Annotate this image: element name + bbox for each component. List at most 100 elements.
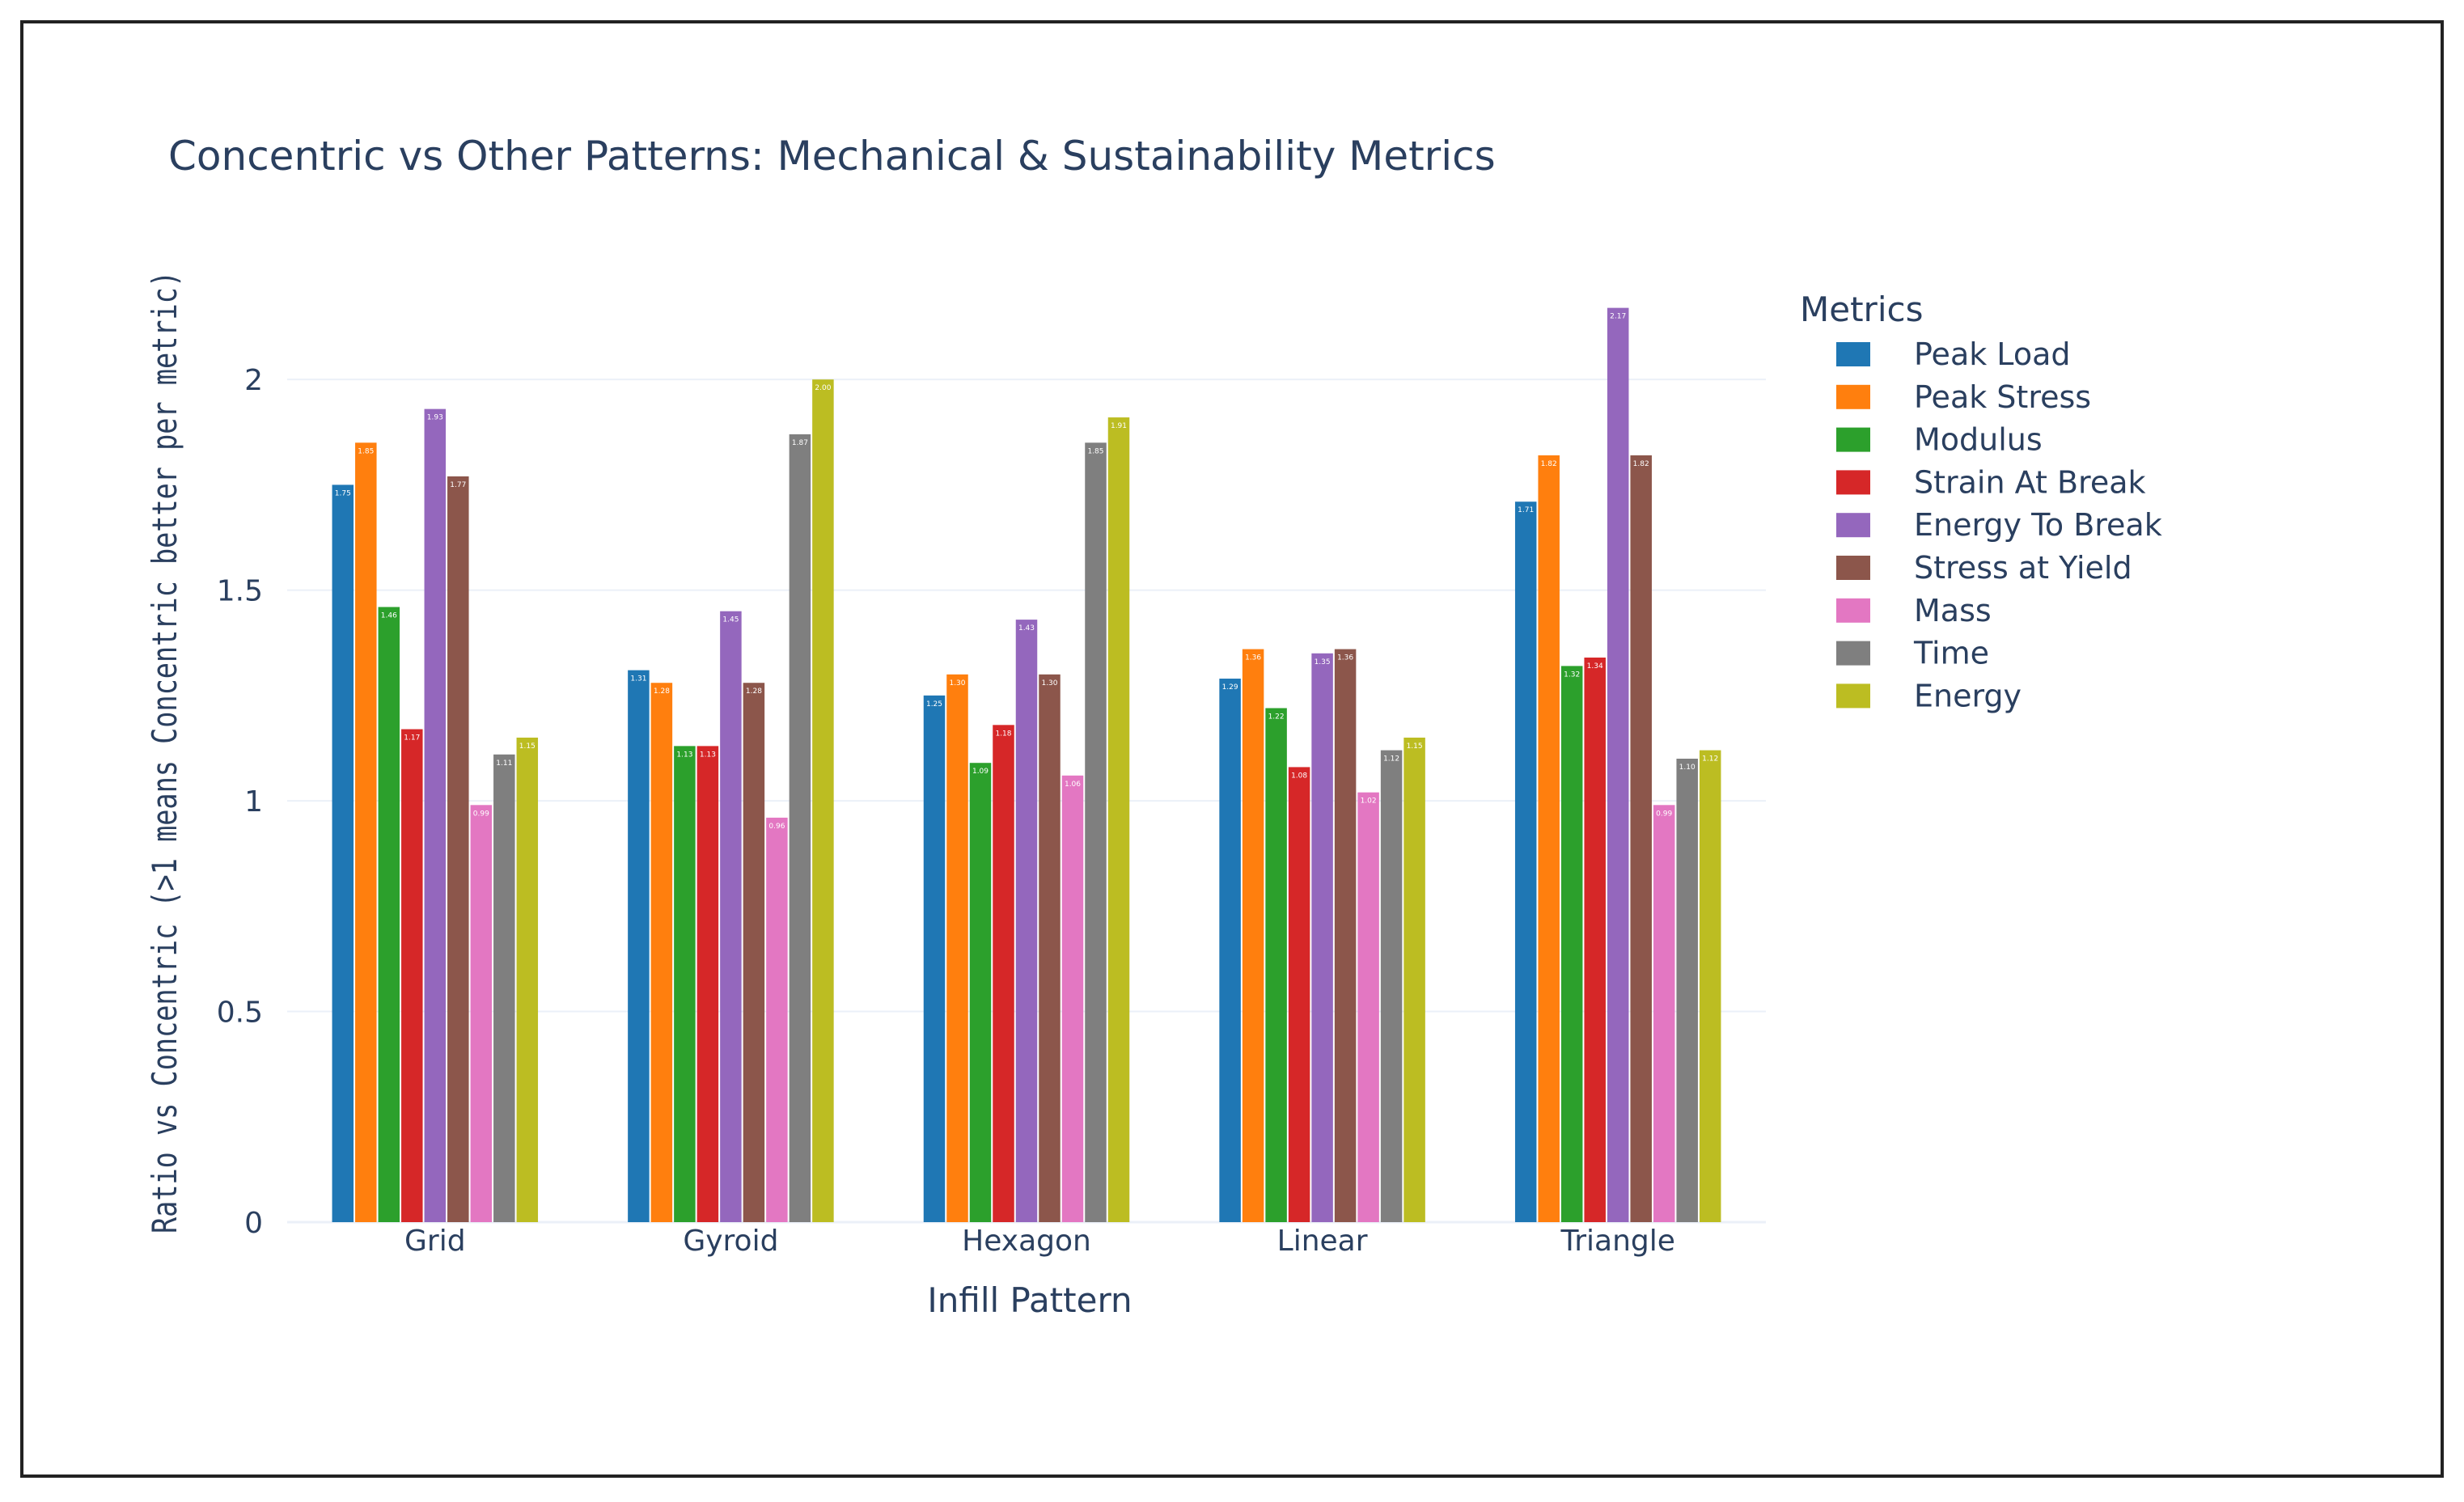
bar-value-label: 1.15	[519, 743, 536, 751]
bar[interactable]	[1265, 708, 1287, 1222]
x-axis-title: Infill Pattern	[927, 1280, 1132, 1320]
legend-title: Metrics	[1800, 290, 1923, 329]
y-tick-label: 2	[244, 364, 263, 397]
bar[interactable]	[1039, 674, 1061, 1222]
bar[interactable]	[493, 754, 515, 1222]
bar-value-label: 1.34	[1587, 662, 1603, 671]
y-tick-label: 1	[244, 785, 263, 819]
bar[interactable]	[1219, 679, 1241, 1222]
bar[interactable]	[993, 725, 1014, 1222]
bar-value-label: 0.99	[1656, 810, 1672, 818]
y-tick-label: 1.5	[217, 575, 263, 608]
bar-value-label: 1.71	[1518, 506, 1534, 514]
bar[interactable]	[1015, 620, 1038, 1222]
bar[interactable]	[1288, 767, 1310, 1222]
legend-swatch[interactable]	[1836, 598, 1870, 623]
bar[interactable]	[1560, 666, 1583, 1222]
bar[interactable]	[378, 607, 400, 1222]
bar-value-label: 2.00	[815, 384, 831, 392]
legend-label[interactable]: Stress at Yield	[1914, 550, 2132, 586]
bar[interactable]	[355, 442, 377, 1222]
bar[interactable]	[1334, 649, 1357, 1222]
x-tick-label: Linear	[1277, 1225, 1368, 1258]
bar[interactable]	[332, 484, 354, 1222]
bar-value-label: 1.85	[1087, 447, 1103, 455]
legend-swatch[interactable]	[1836, 384, 1870, 409]
legend-swatch[interactable]	[1836, 427, 1870, 452]
legend-label[interactable]: Energy	[1914, 678, 2022, 713]
y-tick-label: 0.5	[217, 996, 263, 1030]
bar-value-label: 1.30	[949, 679, 965, 688]
legend-label[interactable]: Time	[1913, 636, 1989, 671]
bar-value-label: 1.02	[1361, 798, 1377, 806]
bar[interactable]	[812, 379, 834, 1222]
legend-swatch[interactable]	[1836, 641, 1870, 666]
legend-label[interactable]: Strain At Break	[1914, 464, 2145, 500]
legend-swatch[interactable]	[1836, 342, 1870, 366]
legend-label[interactable]: Peak Stress	[1914, 379, 2091, 415]
bar[interactable]	[1085, 442, 1107, 1222]
bar[interactable]	[1584, 657, 1606, 1222]
bar-value-label: 1.22	[1268, 713, 1285, 721]
bar[interactable]	[1380, 750, 1403, 1222]
bar[interactable]	[401, 729, 423, 1222]
bar[interactable]	[628, 670, 650, 1222]
bar[interactable]	[1357, 792, 1379, 1222]
bar[interactable]	[946, 674, 968, 1222]
bar[interactable]	[1676, 759, 1698, 1222]
bar[interactable]	[1699, 750, 1721, 1222]
bar-value-label: 1.75	[335, 489, 351, 497]
y-tick-label: 0	[244, 1207, 263, 1240]
bar[interactable]	[1630, 455, 1652, 1222]
bar[interactable]	[447, 476, 469, 1222]
bar-value-label: 1.36	[1337, 654, 1353, 662]
ticks-layer: 0 0.5 1 1.5 2 Grid Gyroid Hexagon Linear Triangle	[217, 364, 1675, 1258]
bar[interactable]	[1061, 775, 1084, 1222]
bar-value-label: 1.35	[1315, 658, 1331, 666]
bar[interactable]	[743, 683, 765, 1222]
bar[interactable]	[424, 408, 447, 1222]
bar-value-label: 1.82	[1541, 460, 1557, 468]
bar[interactable]	[470, 805, 493, 1222]
bars-layer: 1.75 1.85 1.46 1.17 1.93 1.77 0.99 1.11 1.15 1.31…	[332, 307, 1721, 1223]
bar[interactable]	[923, 695, 946, 1222]
bar[interactable]	[1653, 805, 1675, 1222]
bar-value-label: 0.99	[473, 810, 489, 818]
bar[interactable]	[1403, 737, 1425, 1222]
legend-swatch[interactable]	[1836, 470, 1870, 495]
bar-value-label: 1.29	[1222, 683, 1238, 692]
legend-label[interactable]: Energy To Break	[1914, 507, 2162, 543]
bar[interactable]	[969, 763, 992, 1222]
bar-value-label: 1.13	[700, 751, 716, 759]
y-axis-title: Ratio vs Concentric (>1 means Concentric…	[145, 271, 184, 1233]
bar[interactable]	[650, 683, 673, 1222]
bar[interactable]	[1514, 501, 1537, 1222]
bar-value-label: 1.85	[358, 447, 374, 455]
bar[interactable]	[1538, 455, 1560, 1222]
bar-value-label: 1.36	[1245, 654, 1261, 662]
bar[interactable]	[1607, 307, 1629, 1223]
bar[interactable]	[1242, 649, 1264, 1222]
bar[interactable]	[516, 737, 539, 1222]
bar-value-label: 1.28	[746, 688, 762, 696]
x-tick-label: Hexagon	[962, 1225, 1091, 1258]
legend-swatch[interactable]	[1836, 556, 1870, 580]
legend-label[interactable]: Modulus	[1914, 422, 2043, 458]
legend-label[interactable]: Peak Load	[1914, 336, 2070, 372]
x-tick-label: Grid	[404, 1225, 466, 1258]
legend-swatch[interactable]	[1836, 513, 1870, 538]
bar[interactable]	[720, 611, 742, 1222]
legend-swatch[interactable]	[1836, 683, 1870, 709]
bar[interactable]	[1107, 417, 1130, 1222]
bar[interactable]	[766, 817, 788, 1222]
bar[interactable]	[696, 746, 719, 1222]
legend-label[interactable]: Mass	[1914, 593, 1992, 628]
bar[interactable]	[789, 434, 811, 1222]
bar-value-label: 1.18	[995, 730, 1011, 738]
x-tick-label: Triangle	[1560, 1225, 1675, 1258]
bar[interactable]	[1311, 653, 1333, 1222]
bar-value-label: 1.91	[1111, 422, 1127, 430]
bar-value-label: 1.12	[1383, 755, 1399, 764]
bar[interactable]	[674, 746, 696, 1222]
